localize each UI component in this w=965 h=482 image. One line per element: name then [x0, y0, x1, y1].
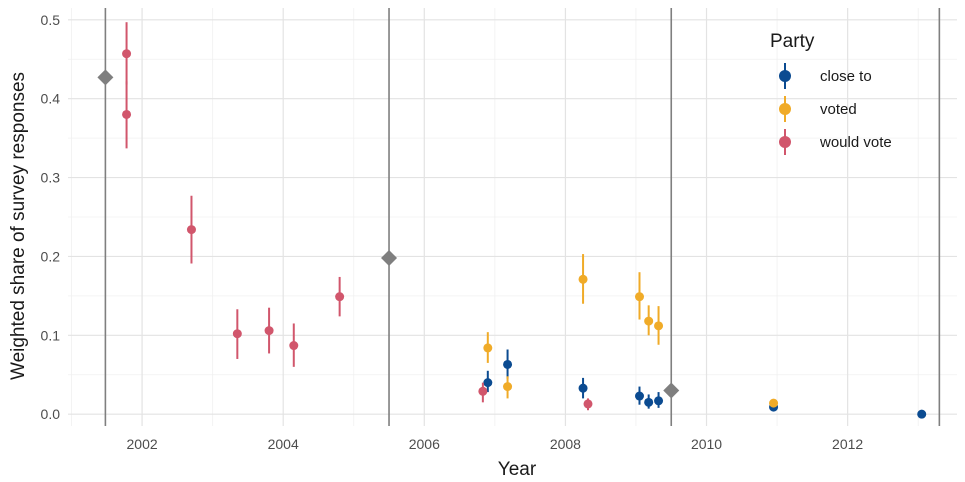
data-point — [335, 292, 345, 302]
data-point — [289, 341, 299, 351]
data-point — [578, 383, 588, 393]
x-tick-label: 2006 — [409, 436, 440, 452]
data-point — [654, 396, 664, 406]
data-point — [186, 225, 196, 235]
reference-points — [97, 69, 680, 399]
data-point — [635, 391, 644, 401]
legend-title: Party — [770, 31, 815, 52]
data-point — [232, 329, 242, 339]
legend-entries: close to voted would vote — [779, 63, 892, 155]
data-point — [483, 343, 493, 353]
data-point — [503, 359, 513, 369]
reference-diamond — [663, 382, 680, 399]
y-tick-label: 0.3 — [41, 170, 61, 186]
legend: Party close to voted would vote — [770, 31, 892, 155]
x-tick-label: 2008 — [550, 436, 581, 452]
series-close-to — [483, 349, 927, 419]
data-point — [264, 326, 274, 336]
reference-diamond — [381, 250, 398, 267]
data-point — [644, 316, 654, 326]
y-tick-label: 0.5 — [41, 12, 61, 28]
data-point — [654, 321, 664, 331]
legend-key-dot — [779, 103, 791, 115]
data-point — [635, 292, 644, 302]
y-tick-label: 0.0 — [41, 406, 61, 422]
x-tick-label: 2004 — [268, 436, 299, 452]
series-voted — [483, 254, 779, 408]
y-axis-title: Weighted share of survey responses — [8, 72, 29, 380]
grid — [68, 8, 957, 426]
legend-label: close to — [820, 68, 872, 85]
series-would-vote — [122, 22, 593, 411]
data-point — [483, 378, 493, 388]
data-point — [583, 399, 593, 409]
legend-label: would vote — [819, 134, 892, 151]
x-tick-label: 2010 — [691, 436, 722, 452]
data-point — [478, 386, 488, 396]
data-point — [122, 49, 132, 59]
legend-key-dot — [779, 136, 791, 148]
data-point — [503, 382, 513, 392]
y-tick-label: 0.4 — [41, 91, 61, 107]
legend-key-dot — [779, 70, 791, 82]
data-point — [578, 274, 588, 284]
x-axis-title: Year — [498, 459, 537, 480]
y-tick-label: 0.2 — [41, 248, 61, 264]
tick-labels: 2002 2004 2006 2008 2010 2012 0.0 0.1 0.2 0.3 0.4 0… — [41, 12, 864, 452]
legend-label: voted — [820, 101, 857, 118]
data-point — [769, 398, 779, 408]
data-points — [122, 22, 927, 419]
data-point — [122, 109, 132, 119]
y-tick-label: 0.1 — [41, 327, 61, 343]
data-point — [644, 397, 654, 407]
x-tick-label: 2012 — [832, 436, 863, 452]
x-tick-label: 2002 — [127, 436, 158, 452]
reference-diamond — [97, 69, 114, 86]
legend-entry: close to — [779, 63, 872, 89]
data-point — [917, 409, 927, 419]
legend-entry: voted — [779, 96, 857, 122]
legend-entry: would vote — [779, 129, 892, 155]
